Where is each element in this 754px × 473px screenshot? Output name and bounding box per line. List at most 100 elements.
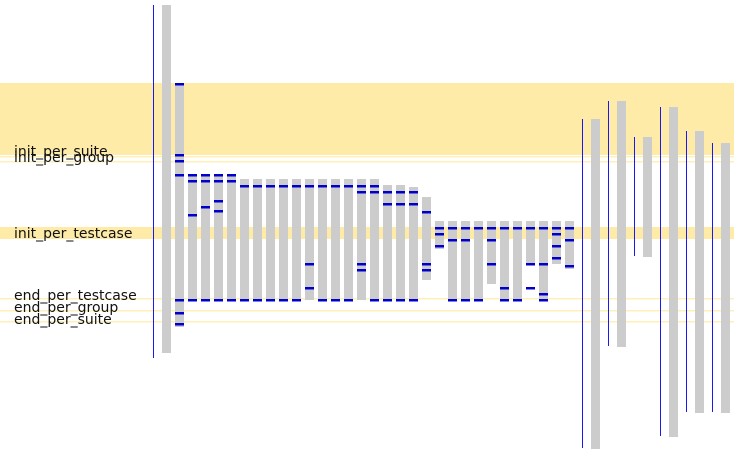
marker-90 bbox=[474, 299, 483, 302]
marker-6 bbox=[188, 174, 197, 177]
marker-67 bbox=[565, 265, 574, 268]
bar-28 bbox=[526, 221, 535, 264]
marker-55 bbox=[565, 239, 574, 242]
label-end-per-testcase: end_per_testcase bbox=[14, 288, 137, 304]
marker-58 bbox=[305, 287, 314, 290]
marker-21 bbox=[279, 185, 288, 188]
marker-7 bbox=[201, 174, 210, 177]
phase-labels: init_per_suite init_per_group init_per_t… bbox=[14, 144, 137, 328]
marker-57 bbox=[305, 263, 314, 266]
bar-14 bbox=[344, 179, 353, 300]
marker-68 bbox=[500, 287, 509, 290]
marker-47 bbox=[552, 227, 561, 230]
marker-41 bbox=[474, 227, 483, 230]
bar-6 bbox=[240, 179, 249, 300]
marker-23 bbox=[305, 185, 314, 188]
marker-72 bbox=[188, 299, 197, 302]
marker-42 bbox=[487, 227, 496, 230]
bar-19 bbox=[409, 187, 418, 300]
markers-layer bbox=[175, 83, 574, 326]
marker-70 bbox=[539, 293, 548, 296]
marker-37 bbox=[422, 211, 431, 214]
marker-13 bbox=[227, 180, 236, 183]
marker-38 bbox=[435, 227, 444, 230]
marker-26 bbox=[344, 185, 353, 188]
bar-26 bbox=[500, 221, 509, 300]
marker-66 bbox=[552, 257, 561, 260]
marker-75 bbox=[227, 299, 236, 302]
bar-16 bbox=[370, 179, 379, 300]
thin-line-6 bbox=[712, 143, 713, 412]
thin-line-0 bbox=[153, 5, 154, 358]
marker-33 bbox=[370, 191, 379, 194]
label-init-per-suite: init_per_suite bbox=[14, 144, 108, 160]
marker-88 bbox=[448, 299, 457, 302]
marker-9 bbox=[227, 174, 236, 177]
marker-18 bbox=[240, 185, 249, 188]
marker-24 bbox=[318, 185, 327, 188]
phase-bands bbox=[0, 83, 734, 323]
marker-77 bbox=[253, 299, 262, 302]
bar-17 bbox=[383, 185, 392, 300]
marker-84 bbox=[370, 299, 379, 302]
band-line-4 bbox=[0, 321, 734, 323]
marker-10 bbox=[188, 180, 197, 183]
marker-53 bbox=[487, 239, 496, 242]
marker-27 bbox=[357, 185, 366, 188]
band-line-2 bbox=[0, 298, 734, 300]
marker-5 bbox=[175, 174, 184, 177]
bar-3 bbox=[201, 175, 210, 300]
marker-4 bbox=[175, 323, 184, 326]
bar-11 bbox=[305, 179, 314, 300]
marker-43 bbox=[500, 227, 509, 230]
band-line-3 bbox=[0, 310, 734, 312]
marker-80 bbox=[292, 299, 301, 302]
bar-35 bbox=[669, 107, 678, 437]
marker-0 bbox=[175, 83, 184, 86]
marker-74 bbox=[214, 299, 223, 302]
marker-52 bbox=[461, 239, 470, 242]
marker-39 bbox=[448, 227, 457, 230]
marker-62 bbox=[422, 269, 431, 272]
thin-line-2 bbox=[608, 101, 609, 346]
marker-1 bbox=[175, 154, 184, 157]
bar-27 bbox=[513, 221, 522, 300]
marker-91 bbox=[500, 299, 509, 302]
marker-87 bbox=[409, 299, 418, 302]
marker-2 bbox=[175, 160, 184, 163]
marker-45 bbox=[526, 227, 535, 230]
marker-46 bbox=[539, 227, 548, 230]
marker-81 bbox=[318, 299, 327, 302]
marker-20 bbox=[266, 185, 275, 188]
bar-5 bbox=[227, 175, 236, 300]
bar-13 bbox=[331, 179, 340, 300]
marker-25 bbox=[331, 185, 340, 188]
marker-60 bbox=[357, 269, 366, 272]
band-line-0 bbox=[0, 156, 734, 158]
marker-34 bbox=[383, 203, 392, 206]
marker-76 bbox=[240, 299, 249, 302]
thin-line-3 bbox=[634, 137, 635, 256]
bar-34 bbox=[643, 137, 652, 257]
marker-8 bbox=[214, 174, 223, 177]
marker-78 bbox=[266, 299, 275, 302]
bar-12 bbox=[318, 179, 327, 300]
marker-69 bbox=[526, 287, 535, 290]
marker-31 bbox=[409, 191, 418, 194]
marker-36 bbox=[409, 203, 418, 206]
thin-line-5 bbox=[686, 131, 687, 412]
bar-31 bbox=[565, 221, 574, 269]
bar-8 bbox=[266, 179, 275, 300]
marker-44 bbox=[513, 227, 522, 230]
marker-11 bbox=[201, 180, 210, 183]
marker-93 bbox=[539, 299, 548, 302]
bar-25 bbox=[487, 221, 496, 284]
marker-30 bbox=[396, 191, 405, 194]
marker-73 bbox=[201, 299, 210, 302]
bar-1 bbox=[175, 83, 184, 327]
marker-17 bbox=[214, 210, 223, 213]
bar-29 bbox=[539, 221, 548, 300]
marker-48 bbox=[565, 227, 574, 230]
marker-50 bbox=[435, 245, 444, 248]
bar-30 bbox=[552, 221, 561, 264]
